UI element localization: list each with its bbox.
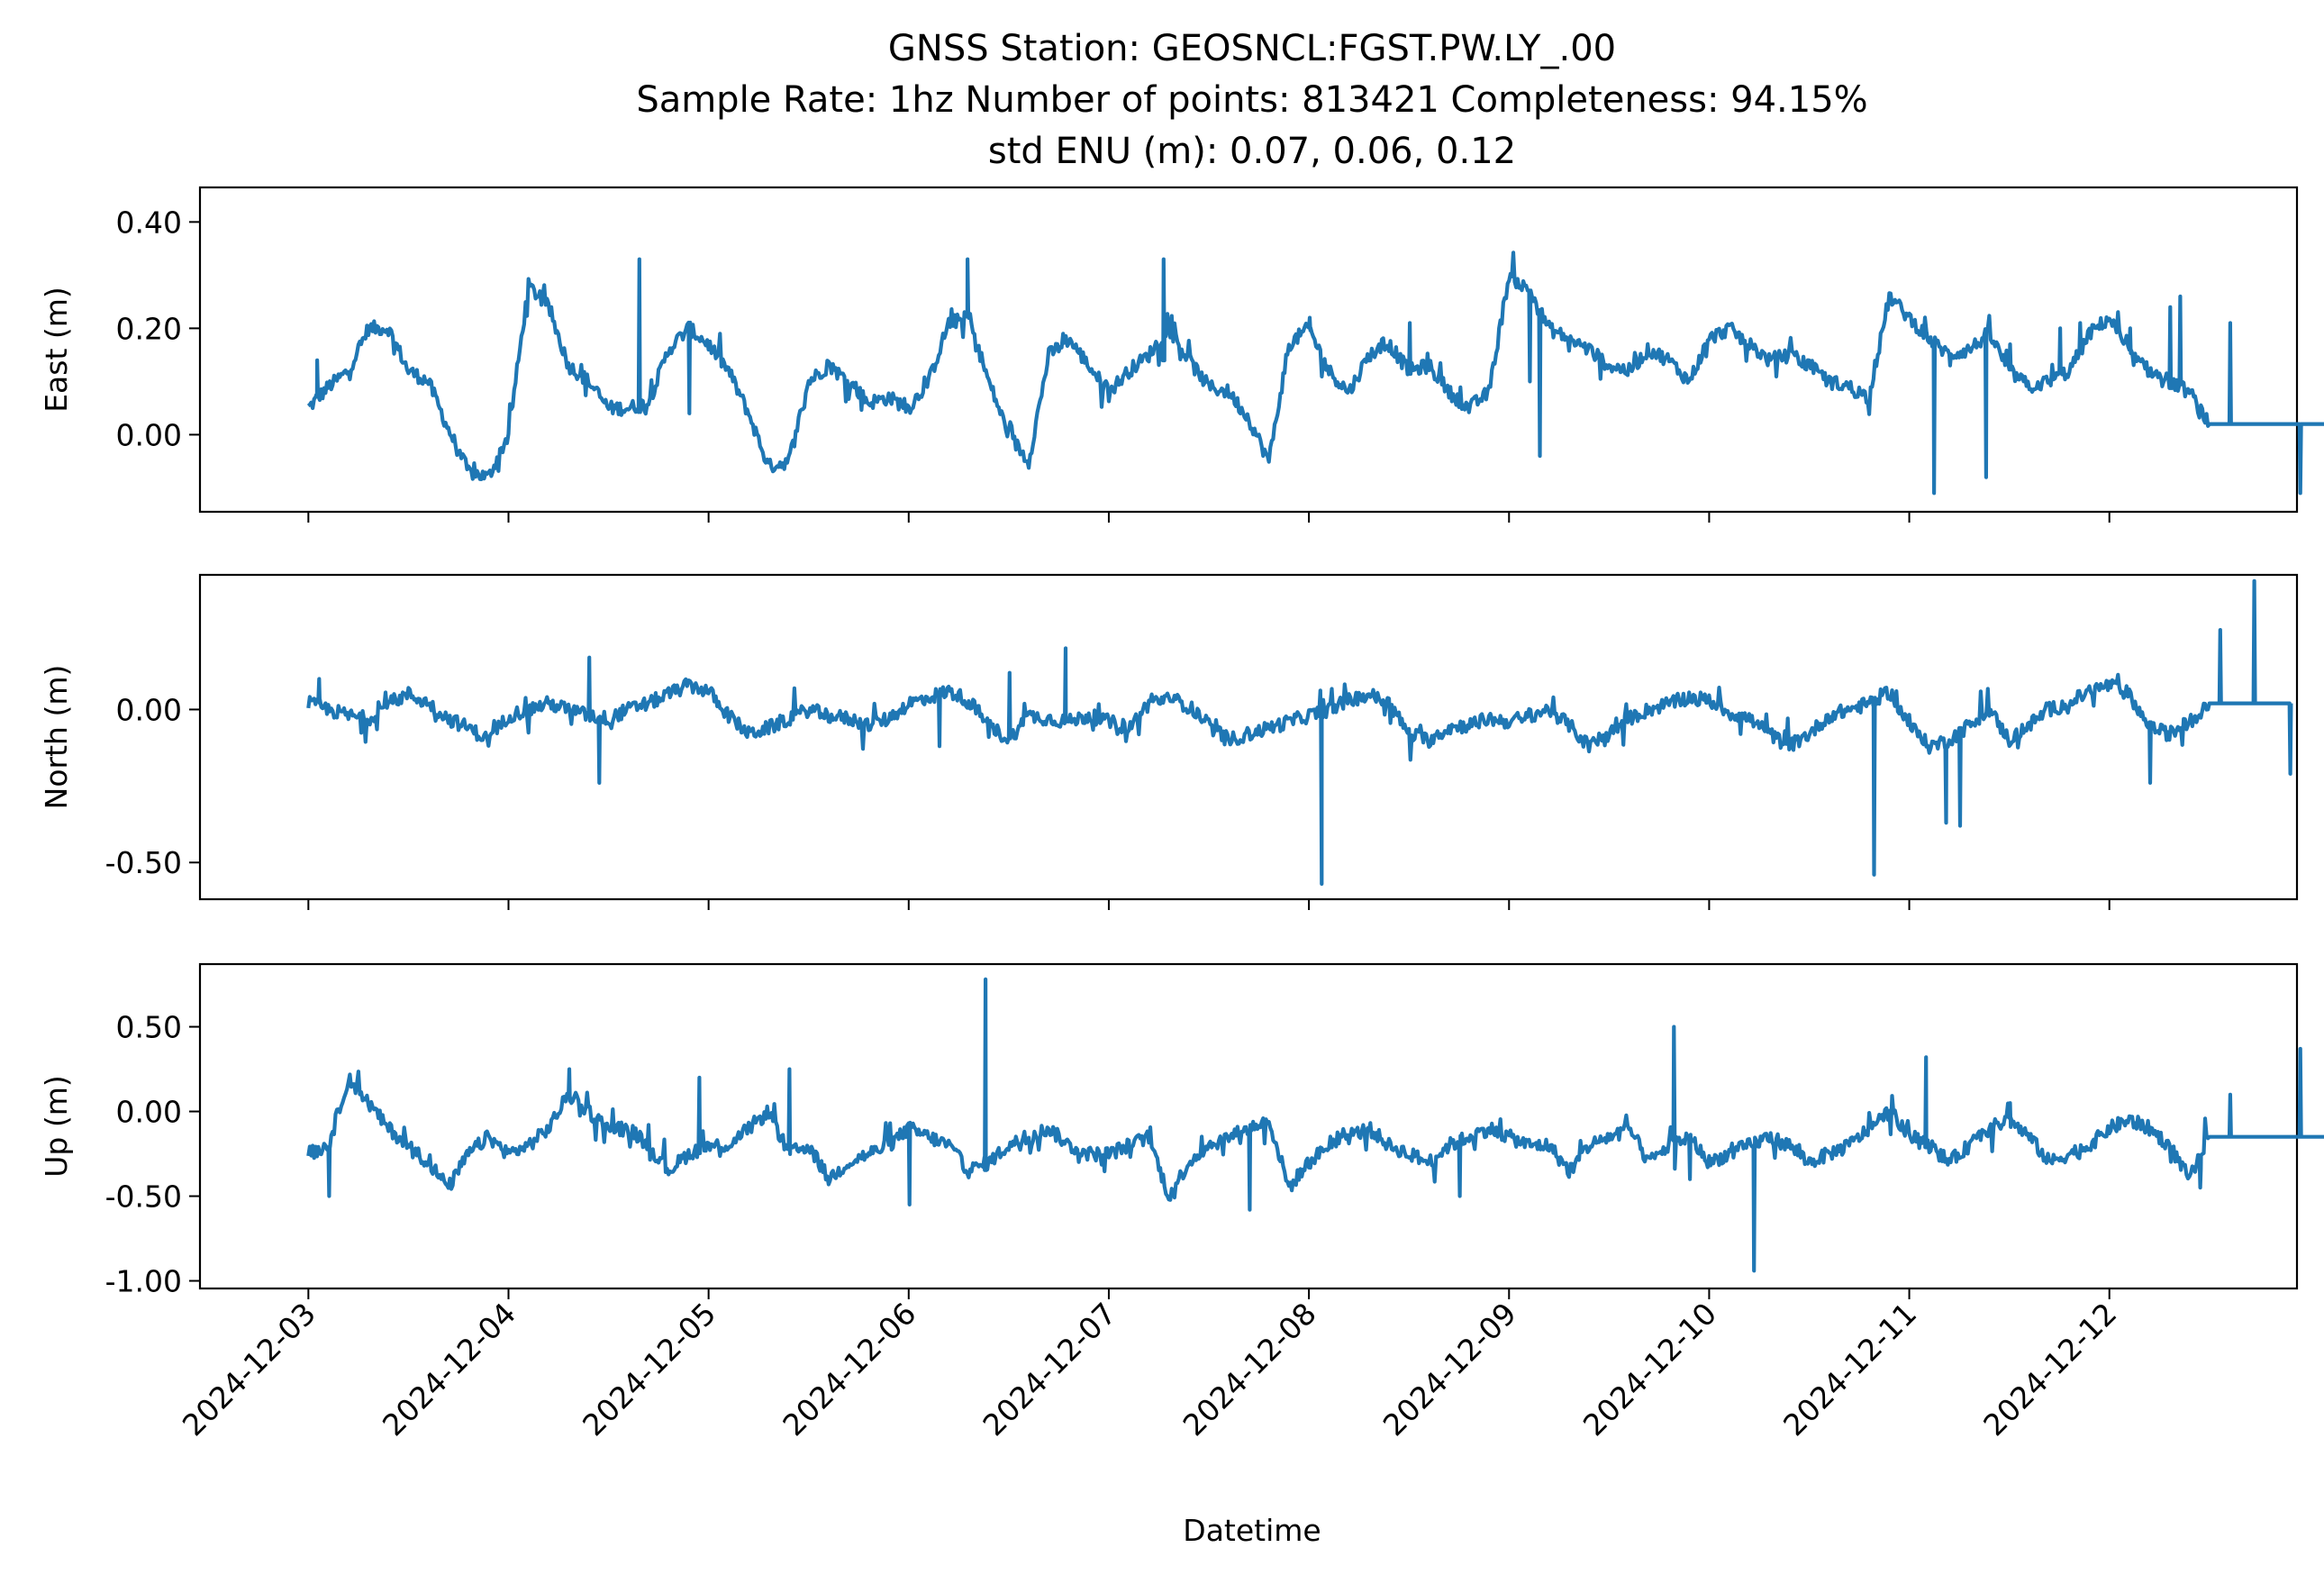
y-tick-label: -0.50	[105, 1179, 182, 1215]
y-tick-label: 0.50	[116, 1010, 182, 1045]
y-tick-label: 0.40	[116, 205, 182, 240]
y-axis-label: East (m)	[39, 287, 74, 413]
y-tick-label: 0.00	[116, 692, 182, 727]
title-line-station: GNSS Station: GEOSNCL:FGST.PW.LY_.00	[888, 28, 1616, 69]
y-tick-label: 0.20	[116, 311, 182, 346]
east-panel: 0.40 0.20 0.00 East (m)	[39, 186, 2324, 523]
x-tick-label: 2024-12-05	[576, 1296, 722, 1443]
x-tick-label: 2024-12-06	[776, 1296, 922, 1443]
x-tick-labels: 2024-12-03 2024-12-04 2024-12-05 2024-12-06…	[176, 1296, 2124, 1443]
series-line-east	[306, 250, 2324, 496]
x-tick-label: 2024-12-03	[176, 1296, 322, 1443]
x-tick-label: 2024-12-09	[1376, 1296, 1523, 1443]
title-line-std-enu: std ENU (m): 0.07, 0.06, 0.12	[988, 131, 1516, 172]
y-axis-label: North (m)	[39, 665, 74, 810]
y-tick-label: -1.00	[105, 1264, 182, 1299]
series-line-up	[306, 977, 2324, 1273]
y-tick-label: 0.00	[116, 417, 182, 452]
x-axis-label: Datetime	[1183, 1513, 1321, 1548]
axes-frame	[198, 186, 2299, 514]
x-tick-label: 2024-12-07	[976, 1296, 1122, 1443]
up-panel: 0.50 0.00 -0.50 -1.00 Up (m)	[39, 962, 2324, 1299]
chart-title: GNSS Station: GEOSNCL:FGST.PW.LY_.00 Sam…	[636, 28, 1867, 172]
axes-frame	[198, 573, 2299, 901]
x-tick-label: 2024-12-12	[1976, 1296, 2123, 1443]
series-line-north	[306, 578, 2293, 887]
x-tick-label: 2024-12-08	[1176, 1296, 1323, 1443]
title-line-sample-rate: Sample Rate: 1hz Number of points: 81342…	[636, 79, 1867, 121]
axes-frame	[198, 962, 2299, 1290]
y-axis-label: Up (m)	[39, 1075, 74, 1178]
x-tick-label: 2024-12-10	[1576, 1296, 1723, 1443]
x-tick-label: 2024-12-11	[1776, 1296, 1923, 1443]
y-tick-label: -0.50	[105, 845, 182, 880]
y-tick-label: 0.00	[116, 1095, 182, 1130]
x-tick-label: 2024-12-04	[376, 1296, 522, 1443]
north-panel: 0.00 -0.50 North (m)	[39, 573, 2299, 910]
